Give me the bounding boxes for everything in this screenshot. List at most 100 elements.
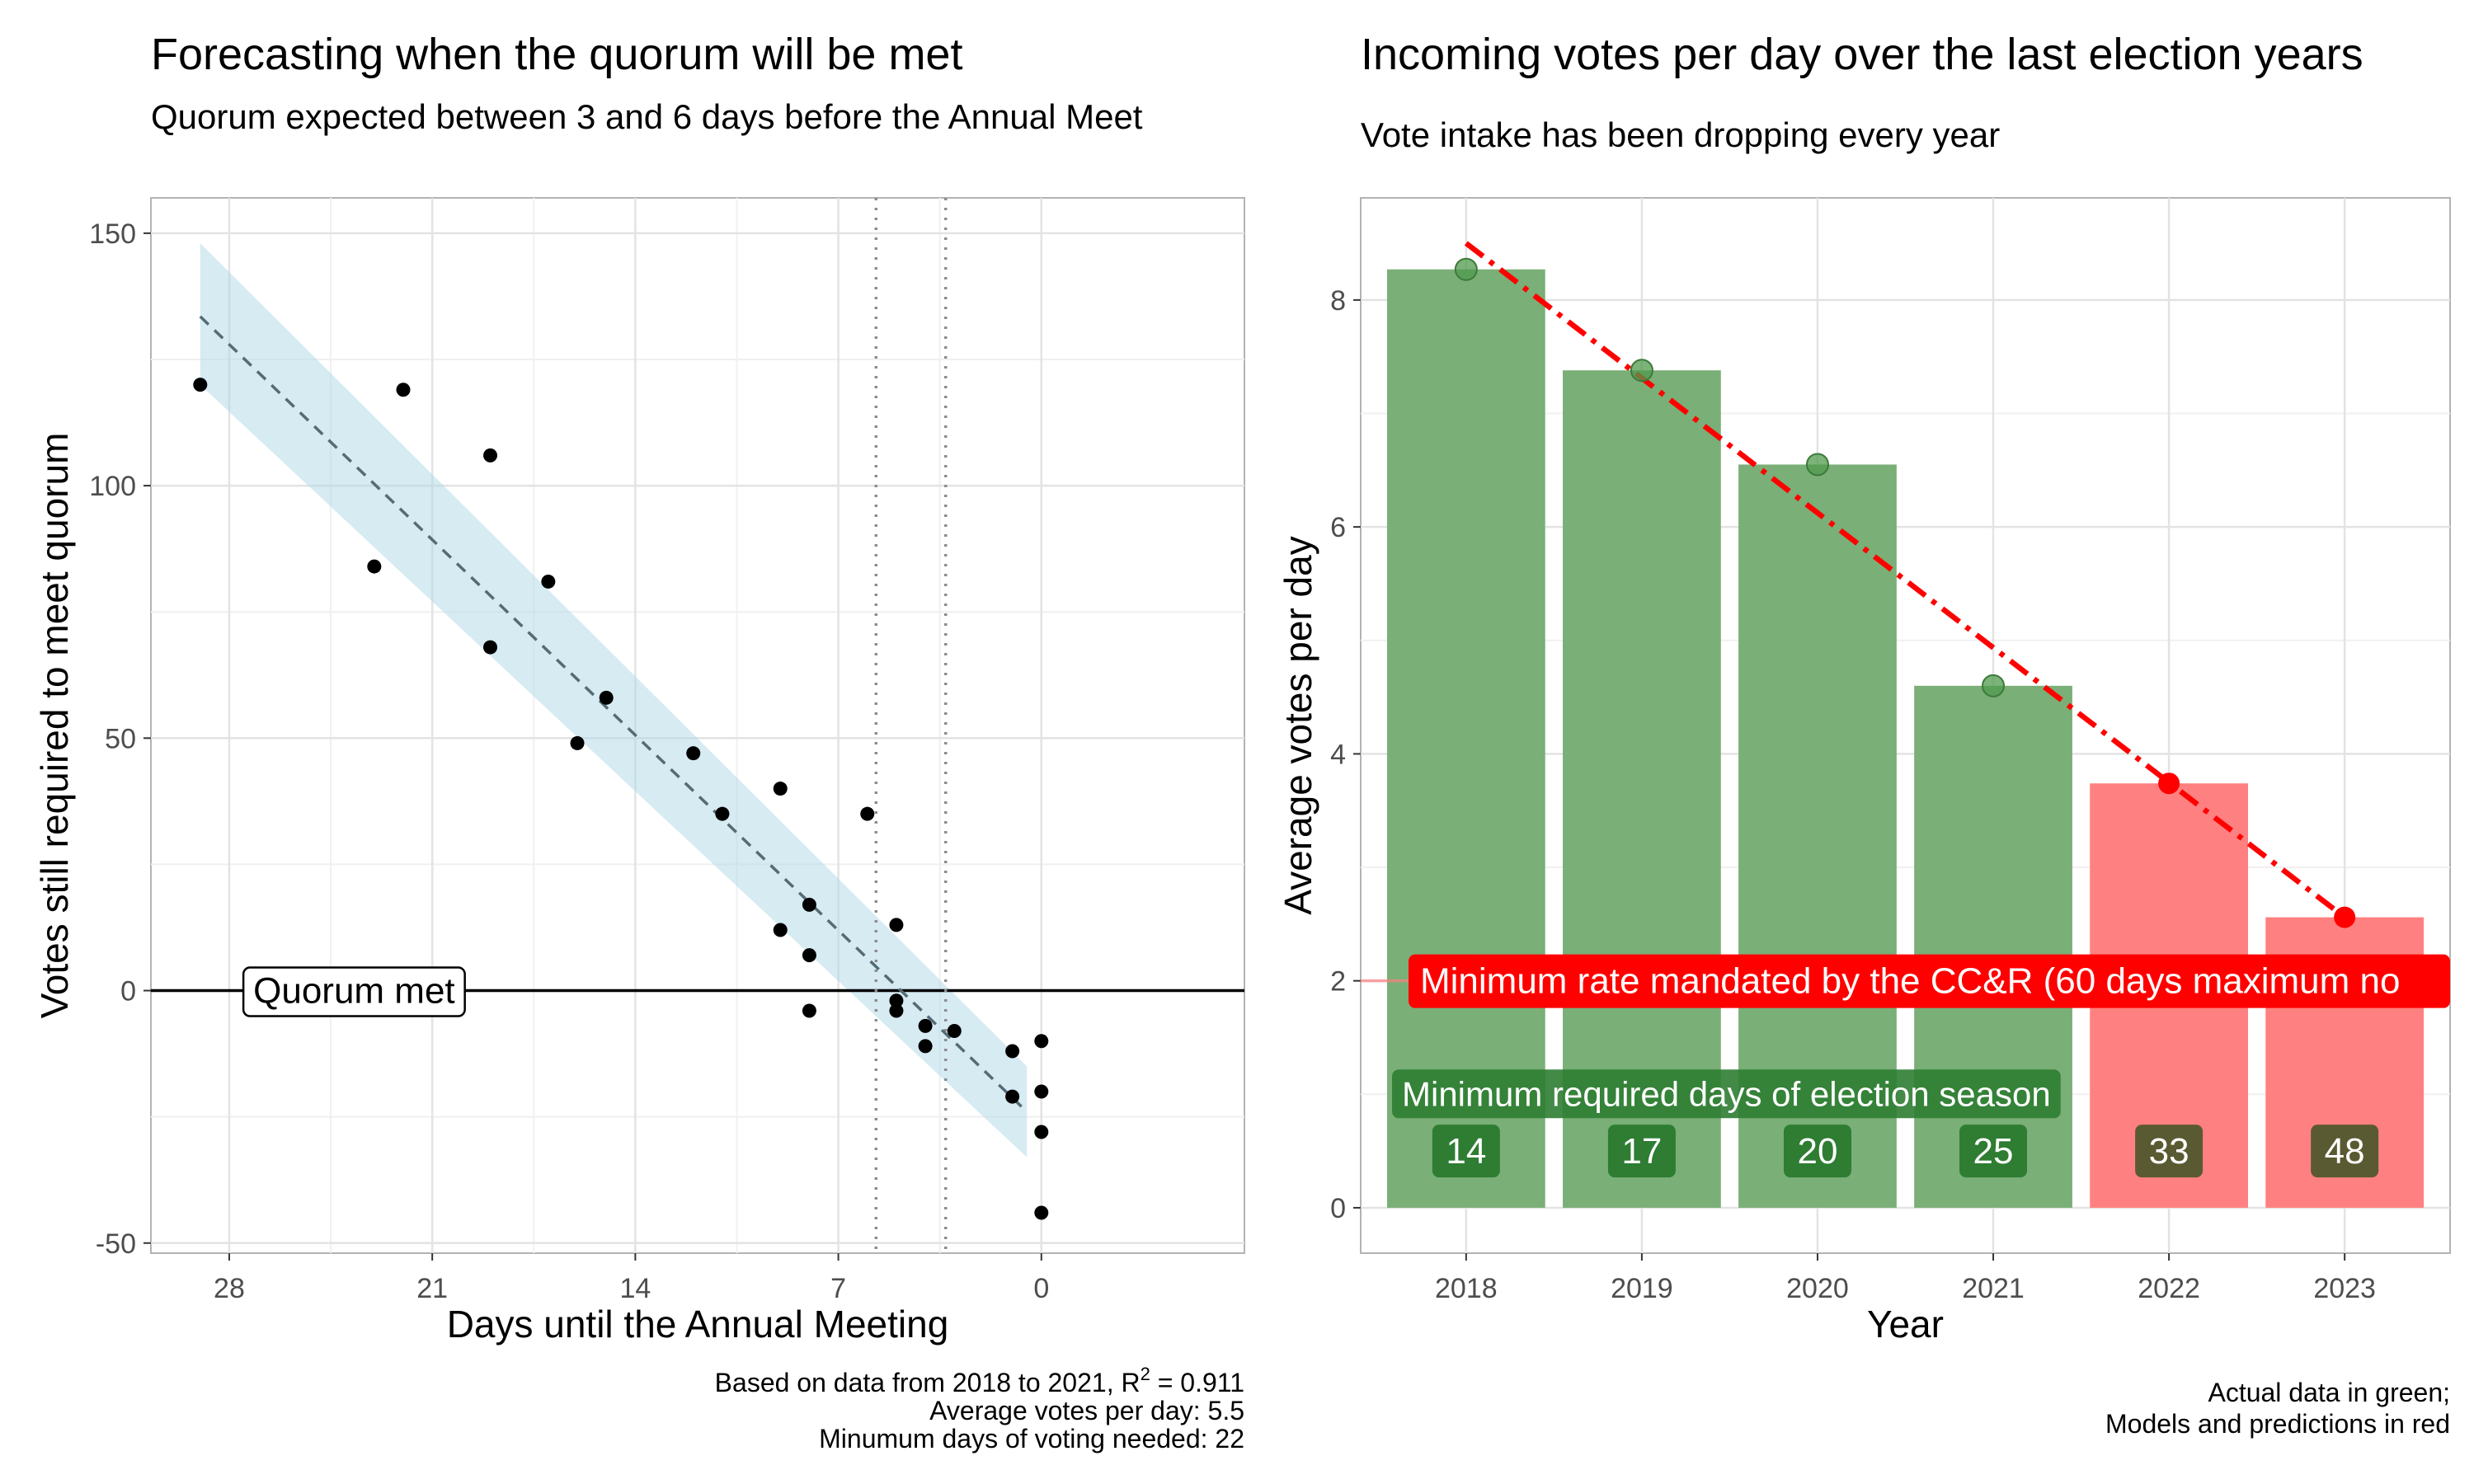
left-x-tick-label: 0 — [1033, 1273, 1049, 1304]
left-caption-line-1: Based on data from 2018 to 2021, R2 = 0.… — [715, 1364, 1244, 1397]
right-chart-panel: Incoming votes per day over the last ele… — [1277, 30, 2451, 1439]
left-y-tick-label: 0 — [120, 976, 136, 1007]
right-x-tick-label: 2018 — [1435, 1273, 1498, 1304]
point-2022 — [2158, 773, 2180, 795]
left-y-tick-labels: 150 100 50 0 -50 — [89, 218, 151, 1260]
bar-2019 — [1563, 370, 1721, 1208]
point-2018 — [1454, 257, 1478, 281]
left-plot-area — [150, 197, 1245, 1254]
left-x-axis-title: Days until the Annual Meeting — [447, 1303, 949, 1345]
data-point — [802, 948, 816, 963]
min-days-value-2022: 33 — [2149, 1131, 2189, 1172]
data-point — [860, 806, 875, 821]
right-y-tick-label: 4 — [1330, 739, 1346, 770]
data-point — [918, 1018, 933, 1033]
left-caption-line-2: Average votes per day: 5.5 — [929, 1396, 1244, 1425]
fit-line — [199, 315, 1028, 1113]
left-points — [193, 378, 1049, 1220]
min-days-box-2018 — [1432, 1125, 1500, 1178]
data-point — [889, 918, 904, 932]
data-point — [483, 640, 498, 655]
data-point — [802, 1003, 816, 1018]
left-chart-subtitle: Quorum expected between 3 and 6 days bef… — [151, 97, 1143, 136]
right-x-axis-title: Year — [1867, 1303, 1944, 1345]
left-y-tick-label: 50 — [105, 723, 136, 754]
point-2019 — [1630, 359, 1653, 383]
left-caption: Based on data from 2018 to 2021, R2 = 0.… — [715, 1364, 1244, 1453]
data-point — [686, 746, 701, 761]
left-x-tick-label: 7 — [830, 1273, 846, 1304]
right-x-tick-label: 2021 — [1962, 1273, 2025, 1304]
left-x-tick-labels: 28 21 14 7 0 — [214, 1253, 1049, 1304]
confidence-band — [200, 243, 1028, 1158]
data-point — [1034, 1125, 1049, 1139]
data-point — [570, 735, 585, 750]
min-days-value-2020: 20 — [1797, 1131, 1837, 1172]
data-point — [1005, 1089, 1020, 1104]
caption-superscript: 2 — [1141, 1364, 1150, 1384]
data-point — [947, 1024, 962, 1039]
right-x-tick-label: 2019 — [1611, 1273, 1673, 1304]
left-annotations: Quorum met — [242, 966, 466, 1017]
min-days-value-2021: 25 — [1973, 1131, 2014, 1172]
data-point — [802, 897, 816, 912]
data-point — [918, 1039, 933, 1054]
point-2020 — [1805, 453, 1829, 477]
point-2023 — [2334, 906, 2356, 928]
data-point — [889, 993, 904, 1008]
quorum-met-label-box — [242, 966, 466, 1017]
left-confidence-band — [200, 243, 1028, 1158]
right-caption-line-1: Actual data in green; — [2208, 1378, 2450, 1407]
right-x-tick-label: 2022 — [2138, 1273, 2200, 1304]
right-y-tick-label: 6 — [1330, 512, 1346, 543]
left-chart-title: Forecasting when the quorum will be met — [151, 30, 962, 79]
data-point — [1005, 1044, 1020, 1059]
left-y-tick-label: 150 — [89, 218, 136, 250]
min-days-value-2018: 14 — [1446, 1131, 1486, 1172]
left-caption-line-3: Minumum days of voting needed: 22 — [819, 1424, 1244, 1453]
data-point — [1034, 1205, 1049, 1220]
right-min-days-values: 14 17 20 25 33 48 — [1432, 1125, 2379, 1178]
right-y-axis-title: Average votes per day — [1277, 536, 1319, 914]
data-point — [773, 782, 788, 796]
right-points — [1454, 257, 2356, 928]
data-point — [715, 806, 730, 821]
right-x-tick-label: 2020 — [1786, 1273, 1849, 1304]
data-point — [1034, 1084, 1049, 1099]
min-rate-label: Minimum rate mandated by the CC&R (60 da… — [1420, 961, 2400, 1002]
right-caption-line-2: Models and predictions in red — [2105, 1409, 2450, 1439]
min-days-box-2023 — [2311, 1125, 2379, 1178]
left-y-tick-label: 100 — [89, 471, 136, 502]
data-point — [599, 690, 614, 705]
left-y-axis-title: Votes still required to meet quorum — [33, 433, 76, 1019]
bar-2018 — [1386, 269, 1545, 1208]
right-y-tick-label: 0 — [1330, 1193, 1346, 1224]
min-days-box-2019 — [1607, 1125, 1676, 1178]
min-days-label-box — [1392, 1069, 2061, 1119]
data-point — [483, 448, 498, 463]
min-days-label: Minimum required days of election season — [1402, 1074, 2051, 1113]
min-days-box-2022 — [2135, 1125, 2204, 1178]
right-chart-title: Incoming votes per day over the last ele… — [1361, 30, 2363, 79]
right-trend-line-group — [1464, 241, 2347, 920]
right-y-tick-label: 8 — [1330, 285, 1346, 317]
data-point — [889, 1003, 904, 1018]
right-y-tick-label: 2 — [1330, 966, 1346, 998]
right-x-tick-label: 2023 — [2313, 1273, 2376, 1304]
data-point — [193, 378, 208, 392]
min-days-box-2020 — [1783, 1125, 1851, 1178]
right-chart-subtitle: Vote intake has been dropping every year — [1361, 115, 2000, 154]
bar-2021 — [1914, 685, 2072, 1208]
min-days-value-2023: 48 — [2325, 1131, 2365, 1172]
min-days-box-2021 — [1959, 1125, 2028, 1178]
caption-r-value: = 0.911 — [1150, 1368, 1244, 1397]
min-rate-label-box — [1409, 954, 2450, 1008]
left-x-tick-label: 14 — [619, 1273, 651, 1304]
data-point — [1034, 1034, 1049, 1049]
min-days-value-2019: 17 — [1621, 1131, 1662, 1172]
data-point — [367, 559, 382, 574]
trend-line — [1464, 241, 2347, 920]
point-2021 — [1982, 674, 2006, 697]
right-y-tick-labels: 0 2 4 6 8 — [1330, 285, 1361, 1224]
